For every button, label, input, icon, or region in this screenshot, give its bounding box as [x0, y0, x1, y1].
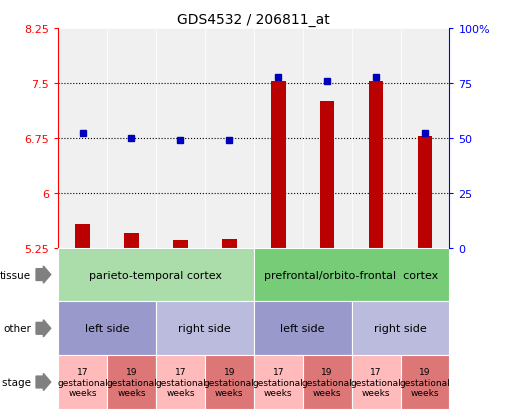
Text: other: other	[4, 323, 31, 333]
Text: prefrontal/orbito-frontal  cortex: prefrontal/orbito-frontal cortex	[265, 270, 439, 280]
Bar	[156, 302, 254, 355]
Title: GDS4532 / 206811_at: GDS4532 / 206811_at	[177, 12, 330, 26]
Text: parieto-temporal cortex: parieto-temporal cortex	[89, 270, 222, 280]
Text: right side: right side	[374, 323, 427, 333]
Bar	[302, 29, 351, 248]
Bar	[58, 355, 107, 409]
Text: left side: left side	[85, 323, 129, 333]
Bar	[75, 224, 90, 248]
Bar	[320, 102, 334, 248]
Bar	[254, 302, 351, 355]
Bar	[124, 233, 139, 248]
Bar	[400, 29, 449, 248]
Bar	[107, 355, 156, 409]
Bar	[205, 29, 254, 248]
Text: 19
gestational
weeks: 19 gestational weeks	[106, 367, 157, 397]
Bar	[222, 240, 237, 248]
Text: 17
gestational
weeks: 17 gestational weeks	[253, 367, 304, 397]
Bar	[351, 29, 400, 248]
Bar	[400, 355, 449, 409]
FancyArrow shape	[36, 320, 50, 337]
Bar	[369, 82, 383, 248]
Text: left side: left side	[280, 323, 325, 333]
Bar	[254, 355, 302, 409]
Bar	[351, 355, 400, 409]
Bar	[418, 136, 432, 248]
Bar	[271, 82, 285, 248]
Bar	[351, 302, 449, 355]
Text: right side: right side	[178, 323, 231, 333]
Bar	[254, 29, 302, 248]
Bar	[58, 29, 107, 248]
Text: 17
gestational
weeks: 17 gestational weeks	[155, 367, 206, 397]
Bar	[58, 302, 156, 355]
Text: 19
gestational
weeks: 19 gestational weeks	[399, 367, 450, 397]
Text: 19
gestational
weeks: 19 gestational weeks	[302, 367, 352, 397]
Text: 17
gestational
weeks: 17 gestational weeks	[350, 367, 401, 397]
FancyArrow shape	[36, 373, 50, 391]
Text: 19
gestational
weeks: 19 gestational weeks	[204, 367, 255, 397]
Text: development stage: development stage	[0, 377, 31, 387]
Bar	[107, 29, 156, 248]
Bar	[156, 355, 205, 409]
Bar	[302, 355, 351, 409]
FancyArrow shape	[36, 266, 50, 283]
Bar	[156, 29, 205, 248]
Bar	[58, 248, 254, 302]
Bar	[254, 248, 449, 302]
Text: 17
gestational
weeks: 17 gestational weeks	[57, 367, 108, 397]
Text: tissue: tissue	[0, 270, 31, 280]
Bar	[173, 241, 188, 248]
Bar	[205, 355, 254, 409]
